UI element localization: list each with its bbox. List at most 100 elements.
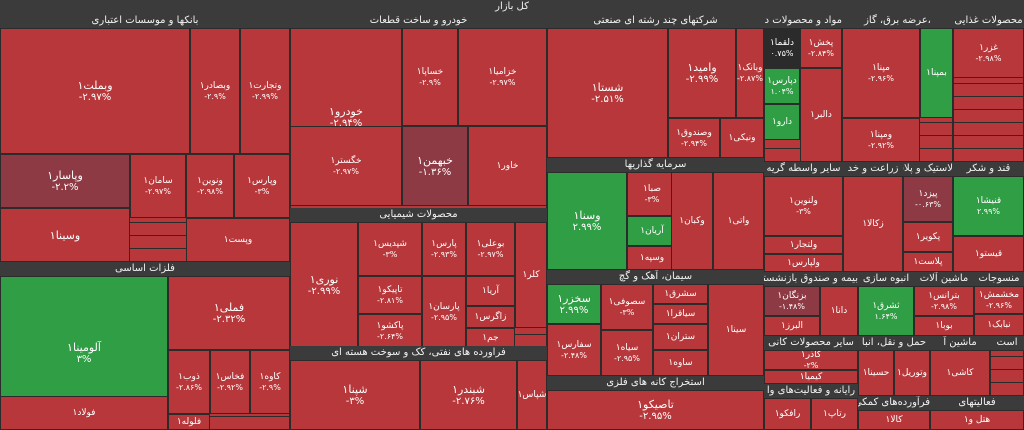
stock-tile[interactable]: کاوه۱ -۲.۹% — [250, 350, 290, 414]
stock-tile[interactable]: پارسان۱ -۲.۹۵% — [422, 276, 466, 348]
stock-tile[interactable]: خزامیا۱ -۲.۹۷% — [458, 28, 547, 126]
stock-tile[interactable]: ذوب۱ -۲.۸۶% — [168, 350, 210, 414]
stock-tile[interactable]: ونوین۱ -۲.۹۸% — [186, 154, 234, 218]
stock-tile[interactable]: سفارس۱ -۲.۴۸% — [547, 324, 601, 376]
stock-tile[interactable]: البرز۱ — [764, 316, 820, 336]
stock-tile[interactable]: وپست۱ — [186, 218, 290, 262]
stock-tile[interactable]: کالا۱ — [858, 410, 930, 430]
stock-tile[interactable]: سشرق۱ — [653, 284, 708, 304]
stock-tile[interactable]: کلر۱ — [515, 222, 547, 328]
stock-symbol: کیمیا۱ — [799, 371, 823, 382]
stock-tile[interactable]: فخاس۱ -۲.۹۲% — [210, 350, 250, 414]
sector-title: سایر محصولات کانی — [764, 336, 858, 350]
stock-symbol: نوری۱ — [309, 272, 339, 286]
stock-tile[interactable]: فملی۱ -۲.۳۲% — [168, 276, 290, 350]
stock-tile[interactable]: واتی۱ — [713, 172, 764, 270]
stock-tile[interactable]: نوری۱ -۲.۹۹% — [290, 222, 358, 348]
stock-tile[interactable]: ثشرق۱ ۱.۶۴% — [858, 286, 914, 336]
stock-tile[interactable]: وبانک۱ -۲.۸۷% — [736, 28, 764, 118]
stock-tile[interactable]: خاور۱ — [468, 126, 547, 206]
stock-tile[interactable]: سخزر۱ ۲.۹۹% — [547, 284, 601, 324]
stock-tile[interactable]: وتوریل۱ — [894, 350, 930, 396]
stock-tile[interactable]: سینا۱ — [708, 284, 764, 376]
sector-4: فراورده های نفتی، کک و سوخت هسته ای شپنا۱… — [290, 346, 547, 430]
stock-tile[interactable]: وامید۱ -۲.۹۹% — [668, 28, 736, 118]
stock-tile[interactable]: کاذر۱ -۲% — [764, 350, 858, 370]
stock-tile[interactable]: شپنا۱ -۳% — [290, 360, 420, 430]
stock-tile[interactable]: ولپارس۱ — [764, 254, 843, 272]
stock-tile[interactable]: پکویر۱ — [903, 222, 953, 252]
stock-tile[interactable]: قنیشا۱ ۲.۹۹% — [953, 176, 1024, 236]
stock-tile[interactable]: تاپیکو۱ -۲.۸۱% — [358, 276, 422, 314]
stock-tile[interactable]: بترانس۱ -۲.۹۸% — [914, 286, 974, 316]
stock-tile[interactable]: وسینا۱ — [0, 208, 130, 262]
stock-tile[interactable]: زاگرس۱ — [466, 306, 515, 328]
stock-tile[interactable]: ستران۱ — [653, 324, 708, 350]
stock-tile[interactable]: وبصادر۱ -۲.۹% — [190, 28, 240, 154]
stock-tile[interactable]: جم۱ — [466, 328, 515, 348]
stock-tile[interactable]: وصندوق۱ -۲.۹۴% — [668, 118, 720, 158]
stock-tile[interactable]: دالبر۱ — [800, 68, 842, 162]
stock-tile[interactable]: بوعلی۱ -۲.۹۷% — [466, 222, 515, 276]
stock-tile[interactable]: بوبا۱ — [914, 316, 974, 336]
stock-tile[interactable]: بمپنا۱ — [920, 28, 953, 118]
stock-tile[interactable]: ومپنا۱ -۲.۹۲% — [842, 118, 920, 162]
stock-tile[interactable]: رتاپ۱ — [811, 398, 858, 430]
stock-tile[interactable]: آریان۱ — [627, 216, 677, 246]
sector-title: سرمایه گذاریها — [547, 158, 764, 172]
stock-tile[interactable]: تاصیکو۱ -۲.۹۵% — [547, 390, 764, 430]
stock-tile[interactable]: دپارس۱ ۱.۰۴% — [764, 68, 800, 104]
stock-tile[interactable]: پارس۱ -۲.۹۳% — [422, 222, 466, 276]
stock-tile[interactable]: آریا۱ — [466, 276, 515, 306]
stock-tile[interactable]: وسنا۱ ۲.۹۹% — [547, 172, 627, 270]
stock-change: -۲.۹۲% — [868, 140, 894, 150]
stock-tile[interactable]: غزر۱ -۲.۹۸% — [953, 28, 1024, 78]
stock-tile[interactable]: پاکشو۱ -۲.۶۴% — [358, 314, 422, 348]
stock-tile[interactable]: سامان۱ -۲.۹۷% — [130, 154, 186, 218]
stock-tile[interactable]: وکبان۱ — [671, 172, 713, 270]
stock-tile[interactable]: فولاد۱ — [0, 396, 168, 430]
sector-title: بانکها و موسسات اعتباری — [0, 14, 290, 28]
stock-tile[interactable]: ولتجار۱ — [764, 236, 843, 254]
stock-symbol: ذوب۱ — [178, 371, 200, 382]
stock-tile[interactable]: شستا۱ -۲.۵۱% — [547, 28, 668, 158]
stock-tile[interactable]: هتل و۱ — [930, 410, 1024, 430]
stock-tile[interactable]: خبهمن۱ -۱.۳۶% — [402, 126, 468, 206]
stock-tile[interactable]: وسپه۱ — [627, 246, 677, 270]
stock-tile[interactable]: صبا۱ -۳% — [627, 172, 677, 216]
stock-tile[interactable]: مخشمش۱ -۲.۹۶% — [974, 286, 1024, 314]
stock-tile[interactable]: خگستر۱ -۲.۹۷% — [290, 126, 402, 206]
stock-tile[interactable]: خساپا۱ -۲.۹% — [402, 28, 458, 126]
stock-tile[interactable]: کیمیا۱ — [764, 370, 858, 384]
stock-tile[interactable]: وپارس۱ -۳% — [234, 154, 290, 218]
stock-tile[interactable]: شپاس۱ — [517, 360, 547, 430]
stock-tile[interactable]: قیستو۱ — [953, 236, 1024, 272]
stock-tile[interactable]: مپنا۱ -۲.۹۶% — [842, 28, 920, 118]
stock-tile[interactable]: وتجارت۱ -۲.۹۹% — [240, 28, 290, 154]
stock-tile[interactable]: کاشی۱ — [930, 350, 990, 396]
stock-tile[interactable]: سیاه۱ -۲.۹۵% — [601, 330, 653, 376]
stock-tile[interactable]: ونیکی۱ — [720, 118, 764, 158]
stock-tile[interactable]: سصوفی۱ -۳% — [601, 284, 653, 330]
stock-tile[interactable]: ساوه۱ — [653, 350, 708, 376]
stock-tile[interactable]: رافکو۱ — [764, 398, 811, 430]
stock-tile[interactable]: دانا۱ — [820, 286, 858, 336]
stock-tile[interactable]: پیزد۱ -۰.۶۳% — [903, 176, 953, 222]
stock-tile[interactable]: پخش۱ -۲.۸۴% — [800, 28, 842, 68]
stock-tile[interactable]: شپدیس۱ -۳% — [358, 222, 422, 276]
stock-tile[interactable]: دلقما۱ ۰.۷۵% — [764, 28, 800, 68]
stock-tile[interactable]: دارو۱ — [764, 104, 800, 140]
stock-tile[interactable]: بزنگان۱ -۱.۴۸% — [764, 286, 820, 316]
sector-title: فراورده های نفتی، کک و سوخت هسته ای — [290, 346, 547, 360]
stock-tile[interactable]: وپاسار۱ -۲.۲% — [0, 154, 130, 208]
stock-symbol: سیاقرا۱ — [665, 308, 696, 319]
stock-tile[interactable]: زکالا۱ — [843, 176, 903, 272]
stock-tile[interactable]: پلاست۱ — [903, 252, 953, 272]
stock-tile[interactable]: وبملت۱ -۲.۹۷% — [0, 28, 190, 154]
stock-tile[interactable]: حسینا۱ — [858, 350, 894, 396]
stock-tile[interactable]: سیاقرا۱ — [653, 304, 708, 324]
stock-tile[interactable]: ولنوین۱ -۳% — [764, 176, 843, 236]
stock-tile[interactable]: شبندر۱ -۲.۷۶% — [420, 360, 517, 430]
stock-tile[interactable]: نبابک۱ — [974, 314, 1024, 336]
stock-tile[interactable]: فلوله۱ — [168, 414, 210, 430]
